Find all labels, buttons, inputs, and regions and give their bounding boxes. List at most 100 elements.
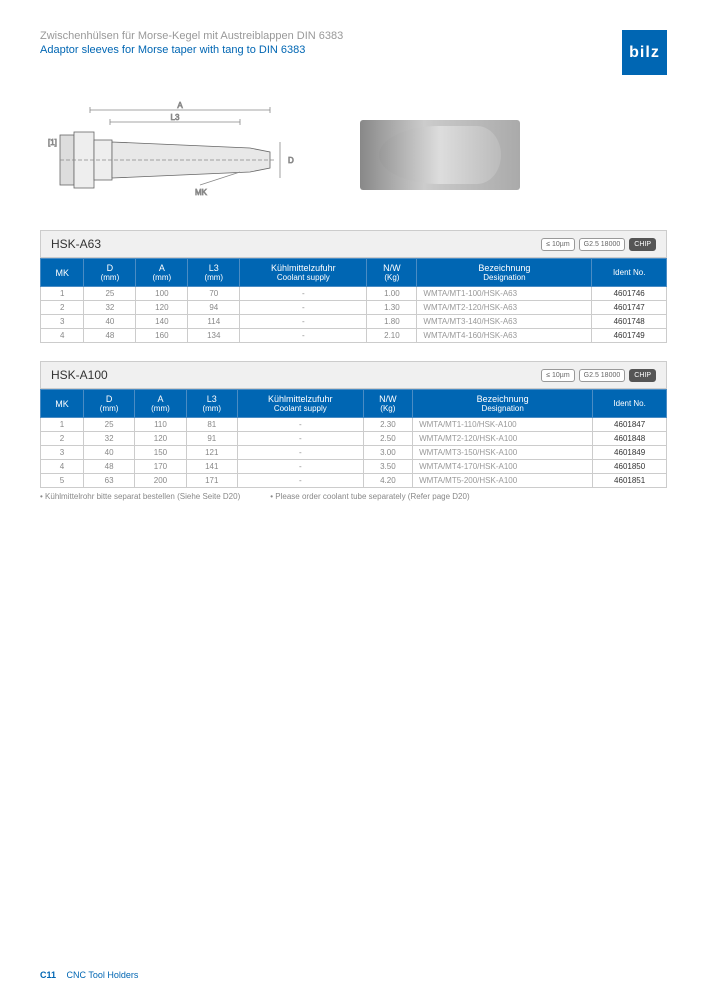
cell-d: 63	[83, 474, 134, 488]
col-desig: BezeichnungDesignation	[413, 390, 593, 418]
cell-a: 150	[135, 446, 186, 460]
table-row: 23212094-1.30WMTA/MT2-120/HSK-A634601747	[41, 301, 667, 315]
cell-a: 140	[136, 315, 188, 329]
cell-d: 25	[84, 287, 136, 301]
cell-l3: 94	[188, 301, 240, 315]
cell-coolant: -	[240, 315, 367, 329]
cell-coolant: -	[240, 287, 367, 301]
table-header-bar: HSK-A63 ≤ 10µm G2.5 18000 CHIP	[40, 230, 667, 258]
dim-mk-label: MK	[195, 188, 208, 197]
section-name: CNC Tool Holders	[67, 970, 139, 980]
chip-badge: CHIP	[629, 238, 656, 251]
col-a: A(mm)	[135, 390, 186, 418]
cell-nw: 1.80	[367, 315, 417, 329]
cell-l3: 171	[186, 474, 237, 488]
col-nw: N/W(Kg)	[367, 259, 417, 287]
cell-a: 100	[136, 287, 188, 301]
cell-desig: WMTA/MT1-110/HSK-A100	[413, 418, 593, 432]
note-de: Kühlmittelrohr bitte separat bestellen (…	[40, 492, 240, 501]
cell-coolant: -	[237, 474, 363, 488]
cell-desig: WMTA/MT2-120/HSK-A100	[413, 432, 593, 446]
cell-desig: WMTA/MT2-120/HSK-A63	[417, 301, 592, 315]
cell-a: 170	[135, 460, 186, 474]
col-desig: BezeichnungDesignation	[417, 259, 592, 287]
cell-desig: WMTA/MT3-140/HSK-A63	[417, 315, 592, 329]
cell-a: 120	[136, 301, 188, 315]
cell-nw: 2.30	[363, 418, 412, 432]
dim-a-label: A	[177, 101, 183, 110]
cell-coolant: -	[240, 301, 367, 315]
cell-d: 32	[84, 301, 136, 315]
cell-d: 48	[84, 329, 136, 343]
cell-l3: 121	[186, 446, 237, 460]
cell-d: 25	[83, 418, 134, 432]
cell-mk: 4	[41, 329, 84, 343]
table-row: 340140114-1.80WMTA/MT3-140/HSK-A63460174…	[41, 315, 667, 329]
product-photo	[360, 120, 520, 190]
table-row: 340150121-3.00WMTA/MT3-150/HSK-A10046018…	[41, 446, 667, 460]
table-row: 12510070-1.00WMTA/MT1-100/HSK-A634601746	[41, 287, 667, 301]
balance-badge: G2.5 18000	[579, 369, 626, 382]
col-d: D(mm)	[83, 390, 134, 418]
cell-d: 40	[84, 315, 136, 329]
cell-ident: 4601851	[593, 474, 667, 488]
cell-desig: WMTA/MT3-150/HSK-A100	[413, 446, 593, 460]
table-title: HSK-A63	[51, 237, 101, 251]
cell-desig: WMTA/MT4-160/HSK-A63	[417, 329, 592, 343]
cell-mk: 5	[41, 474, 84, 488]
spec-table-1: MKD(mm)A(mm)L3(mm)KühlmittelzufuhrCoolan…	[40, 258, 667, 343]
col-coolant: KühlmittelzufuhrCoolant supply	[240, 259, 367, 287]
table-header-bar: HSK-A100 ≤ 10µm G2.5 18000 CHIP	[40, 361, 667, 389]
col-nw: N/W(Kg)	[363, 390, 412, 418]
cell-nw: 1.30	[367, 301, 417, 315]
cell-d: 48	[83, 460, 134, 474]
table-title: HSK-A100	[51, 368, 108, 382]
cell-coolant: -	[237, 446, 363, 460]
runout-badge: ≤ 10µm	[541, 369, 574, 382]
title-de: Zwischenhülsen für Morse-Kegel mit Austr…	[40, 30, 343, 42]
cell-l3: 134	[188, 329, 240, 343]
cell-mk: 2	[41, 301, 84, 315]
cell-mk: 1	[41, 418, 84, 432]
table-hsk-a63: HSK-A63 ≤ 10µm G2.5 18000 CHIP MKD(mm)A(…	[40, 230, 667, 343]
cell-coolant: -	[237, 418, 363, 432]
cell-d: 32	[83, 432, 134, 446]
cell-nw: 2.10	[367, 329, 417, 343]
table-hsk-a100: HSK-A100 ≤ 10µm G2.5 18000 CHIP MKD(mm)A…	[40, 361, 667, 501]
cell-ident: 4601748	[592, 315, 667, 329]
cell-ident: 4601747	[592, 301, 667, 315]
dim-d-label: D	[288, 156, 294, 165]
note-en: Please order coolant tube separately (Re…	[270, 492, 469, 501]
badge-group: ≤ 10µm G2.5 18000 CHIP	[541, 369, 656, 382]
table-row: 12511081-2.30WMTA/MT1-110/HSK-A100460184…	[41, 418, 667, 432]
cell-nw: 3.00	[363, 446, 412, 460]
cell-l3: 91	[186, 432, 237, 446]
cell-desig: WMTA/MT5-200/HSK-A100	[413, 474, 593, 488]
cell-nw: 2.50	[363, 432, 412, 446]
cell-a: 200	[135, 474, 186, 488]
col-ident: Ident No.	[592, 259, 667, 287]
cell-l3: 141	[186, 460, 237, 474]
table-row: 23212091-2.50WMTA/MT2-120/HSK-A100460184…	[41, 432, 667, 446]
col-l3: L3(mm)	[188, 259, 240, 287]
cell-mk: 2	[41, 432, 84, 446]
cell-mk: 3	[41, 446, 84, 460]
cell-l3: 114	[188, 315, 240, 329]
table-notes: Kühlmittelrohr bitte separat bestellen (…	[40, 492, 667, 501]
bracket-label: [1]	[48, 138, 57, 147]
cell-mk: 4	[41, 460, 84, 474]
cell-ident: 4601850	[593, 460, 667, 474]
cell-ident: 4601847	[593, 418, 667, 432]
cell-desig: WMTA/MT4-170/HSK-A100	[413, 460, 593, 474]
runout-badge: ≤ 10µm	[541, 238, 574, 251]
dim-l3-label: L3	[171, 113, 180, 122]
cell-ident: 4601848	[593, 432, 667, 446]
page-number: C11	[40, 970, 56, 980]
titles: Zwischenhülsen für Morse-Kegel mit Austr…	[40, 30, 343, 56]
balance-badge: G2.5 18000	[579, 238, 626, 251]
page-header: Zwischenhülsen für Morse-Kegel mit Austr…	[40, 30, 667, 75]
cell-ident: 4601849	[593, 446, 667, 460]
col-mk: MK	[41, 390, 84, 418]
col-a: A(mm)	[136, 259, 188, 287]
cell-coolant: -	[237, 432, 363, 446]
